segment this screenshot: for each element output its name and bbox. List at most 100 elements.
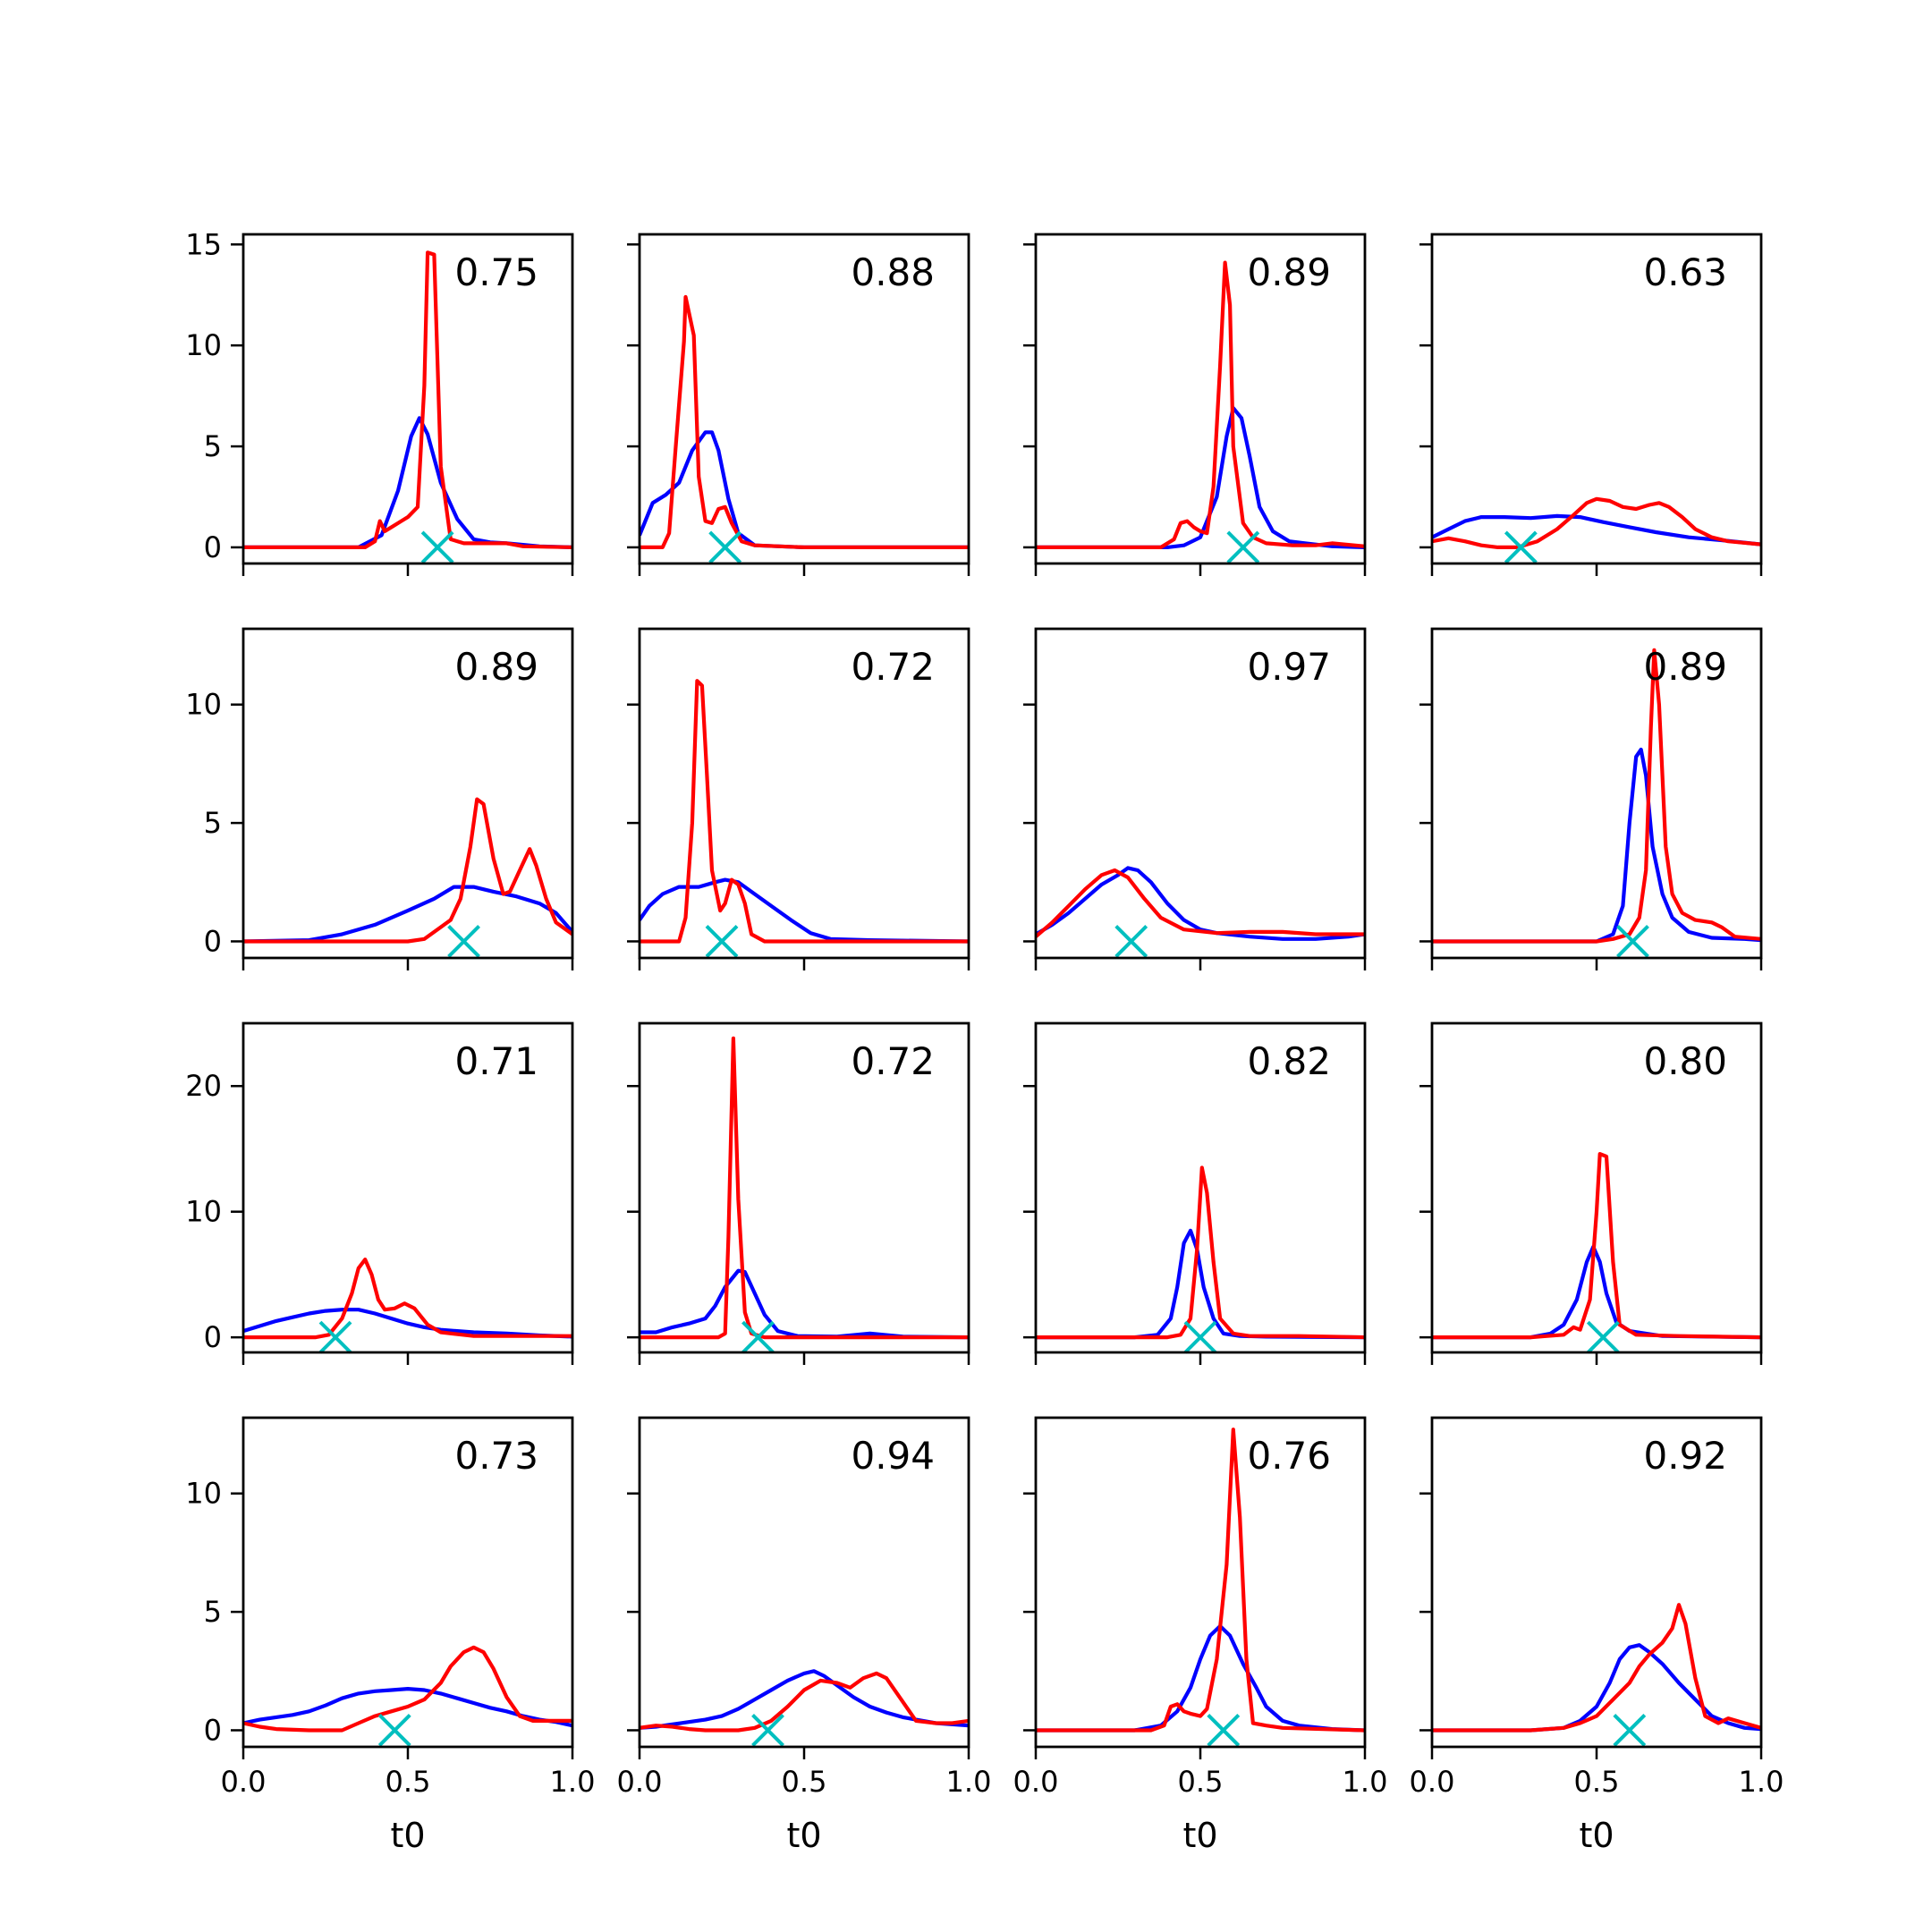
panel-score-label: 0.72 (851, 645, 935, 689)
marker-x (420, 530, 454, 564)
x-tick-label: 0.0 (1410, 1765, 1455, 1799)
blue-series-line (243, 416, 572, 550)
panel-score-label: 0.80 (1643, 1039, 1727, 1083)
x-axis-label: t0 (786, 1816, 821, 1855)
marker-x (1616, 925, 1649, 958)
x-tick-label: 0.5 (1178, 1765, 1224, 1799)
panel-score-label: 0.72 (851, 1039, 935, 1083)
x-tick-label: 1.0 (1343, 1765, 1388, 1799)
red-series-line (640, 1036, 969, 1340)
blue-series-line (1036, 1623, 1365, 1733)
blue-series-line (1432, 1244, 1761, 1340)
red-series-line (1036, 1165, 1365, 1340)
red-series-line (1432, 1603, 1761, 1733)
y-tick-label: 10 (185, 688, 222, 722)
panel-5: 0 5 10 0.89 (185, 627, 574, 970)
marker-x (1586, 1320, 1620, 1354)
blue-series-line (1432, 747, 1761, 944)
panel-score-label: 0.71 (454, 1039, 538, 1083)
red-series-line (640, 679, 969, 944)
x-tick-label: 1.0 (1739, 1765, 1784, 1799)
marker-x (447, 925, 480, 958)
marker-x (741, 1320, 775, 1354)
panel-12: 0.80 (1419, 1021, 1763, 1365)
marker-x (1114, 925, 1148, 958)
red-series-line (1432, 648, 1761, 944)
x-tick-label: 1.0 (550, 1765, 596, 1799)
y-tick-label: 10 (185, 1477, 222, 1511)
blue-series-line (1036, 406, 1365, 550)
red-series-line (1036, 260, 1365, 550)
blue-series-line (640, 430, 969, 550)
marker-x (1504, 530, 1538, 564)
marker-x (1613, 1714, 1647, 1747)
panel-score-label: 0.89 (1247, 250, 1331, 294)
panel-score-label: 0.94 (851, 1434, 935, 1478)
panel-9: 0 10 20 0.71 (185, 1021, 574, 1365)
panel-score-label: 0.89 (1643, 645, 1727, 689)
marker-x (708, 530, 742, 564)
blue-series-line (243, 885, 572, 944)
y-tick-label: 0 (204, 924, 222, 958)
marker-x (318, 1320, 352, 1354)
blue-series-line (1036, 1228, 1365, 1340)
panel-score-label: 0.89 (454, 645, 538, 689)
x-tick-label: 1.0 (946, 1765, 992, 1799)
blue-series-line (1036, 866, 1365, 941)
blue-series-line (640, 877, 969, 944)
y-tick-label: 0 (204, 530, 222, 564)
panel-score-label: 0.76 (1247, 1434, 1331, 1478)
x-tick-label: 0.5 (386, 1765, 431, 1799)
panel-16: 0.0 0.5 1.0 t0 0.92 (1410, 1416, 1784, 1855)
y-tick-label: 15 (185, 227, 222, 261)
blue-series-line (243, 1308, 572, 1339)
red-series-line (1036, 1428, 1365, 1733)
y-tick-label: 5 (204, 806, 222, 840)
red-series-line (243, 1645, 572, 1733)
red-series-line (640, 294, 969, 550)
panel-2: 0.88 (627, 233, 970, 576)
x-tick-label: 0.0 (617, 1765, 663, 1799)
blue-series-line (1432, 513, 1761, 547)
red-series-line (1432, 496, 1761, 550)
panel-score-label: 0.88 (851, 250, 935, 294)
blue-series-line (640, 1268, 969, 1340)
panel-6: 0.72 (627, 627, 970, 970)
x-tick-label: 0.0 (221, 1765, 267, 1799)
panel-10: 0.72 (627, 1021, 970, 1365)
y-tick-label: 20 (185, 1069, 222, 1103)
panel-14: 0.0 0.5 1.0 t0 0.94 (617, 1416, 992, 1855)
marker-x (751, 1714, 784, 1747)
marker-x (705, 925, 739, 958)
y-tick-label: 5 (204, 429, 222, 463)
panel-score-label: 0.97 (1247, 645, 1331, 689)
panel-11: 0.82 (1023, 1021, 1367, 1365)
y-tick-label: 0 (204, 1320, 222, 1354)
panel-7: 0.97 (1023, 627, 1367, 970)
panel-3: 0.89 (1023, 233, 1367, 576)
x-axis-label: t0 (1182, 1816, 1217, 1855)
x-axis-label: t0 (1579, 1816, 1614, 1855)
x-tick-label: 0.5 (782, 1765, 827, 1799)
y-tick-label: 0 (204, 1713, 222, 1747)
panel-13: 0.0 0.5 1.0 t0 0 5 10 0.73 (185, 1416, 596, 1855)
red-series-line (243, 250, 572, 550)
panel-score-label: 0.82 (1247, 1039, 1331, 1083)
panel-4: 0.63 (1419, 233, 1763, 576)
blue-series-line (640, 1669, 969, 1730)
marker-x (1226, 530, 1260, 564)
x-axis-label: t0 (390, 1816, 425, 1855)
panel-score-label: 0.92 (1643, 1434, 1727, 1478)
panel-score-label: 0.73 (454, 1434, 538, 1478)
red-series-line (1036, 868, 1365, 938)
y-tick-label: 10 (185, 328, 222, 362)
red-series-line (640, 1671, 969, 1733)
red-series-line (1432, 1151, 1761, 1340)
panel-15: 0.0 0.5 1.0 t0 0.76 (1013, 1416, 1388, 1855)
red-series-line (243, 1257, 572, 1340)
panel-score-label: 0.75 (454, 250, 538, 294)
x-tick-label: 0.0 (1013, 1765, 1059, 1799)
y-tick-label: 5 (204, 1595, 222, 1629)
panel-score-label: 0.63 (1643, 250, 1727, 294)
